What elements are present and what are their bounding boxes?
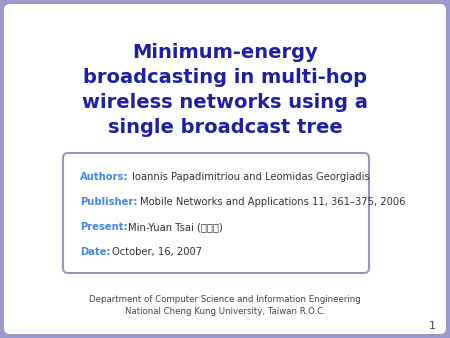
Text: National Cheng Kung University, Taiwan R.O.C.: National Cheng Kung University, Taiwan R…: [125, 308, 325, 316]
Text: October, 16, 2007: October, 16, 2007: [112, 247, 202, 257]
Text: Mobile Networks and Applications 11, 361–375, 2006: Mobile Networks and Applications 11, 361…: [140, 197, 405, 207]
Text: Publisher:: Publisher:: [80, 197, 138, 207]
Text: Department of Computer Science and Information Engineering: Department of Computer Science and Infor…: [89, 294, 361, 304]
Text: 1: 1: [428, 321, 436, 331]
Text: Authors:: Authors:: [80, 172, 129, 182]
FancyBboxPatch shape: [63, 153, 369, 273]
Text: Present:: Present:: [80, 222, 128, 232]
FancyBboxPatch shape: [4, 4, 446, 334]
Text: Minimum-energy
broadcasting in multi-hop
wireless networks using a
single broadc: Minimum-energy broadcasting in multi-hop…: [82, 43, 368, 137]
Text: Min-Yuan Tsai (蔡漪原): Min-Yuan Tsai (蔡漪原): [128, 222, 223, 232]
Text: Date:: Date:: [80, 247, 111, 257]
Text: Ioannis Papadimitriou and Leomidas Georgiadis: Ioannis Papadimitriou and Leomidas Georg…: [132, 172, 370, 182]
